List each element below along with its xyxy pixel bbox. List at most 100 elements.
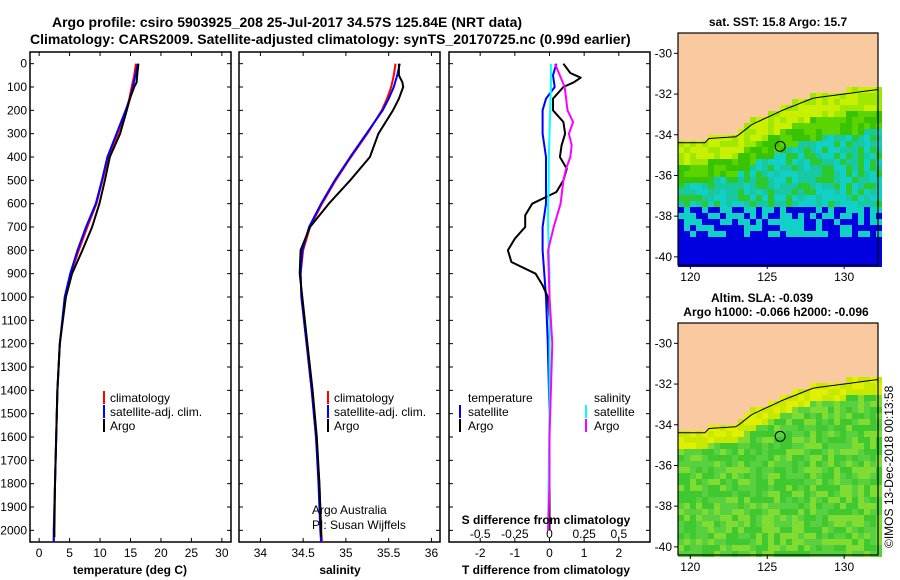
map-cell <box>780 545 786 551</box>
map-cell <box>852 539 858 545</box>
map-cell <box>780 401 786 407</box>
map-cell <box>804 545 810 551</box>
map-cell <box>786 419 792 425</box>
map-cell <box>720 455 726 461</box>
map-cell <box>870 171 876 177</box>
map-cell <box>792 129 798 135</box>
map-cell <box>816 479 822 485</box>
map-cell <box>798 509 804 515</box>
map-cell <box>750 135 756 141</box>
map-cell <box>804 461 810 467</box>
map-cell <box>738 189 744 195</box>
map-cell <box>756 425 762 431</box>
map-cell <box>846 455 852 461</box>
map-cell <box>720 515 726 521</box>
map-cell <box>822 425 828 431</box>
map-cell <box>714 461 720 467</box>
map-cell <box>840 539 846 545</box>
map-cell <box>756 171 762 177</box>
map-cell <box>870 491 876 497</box>
map-cell <box>786 261 792 267</box>
map-cell <box>834 165 840 171</box>
map-cell <box>822 551 828 557</box>
map-cell <box>708 249 714 255</box>
map-cell <box>816 449 822 455</box>
map-cell <box>720 443 726 449</box>
map-cell <box>708 219 714 225</box>
map-cell <box>834 395 840 401</box>
map-cell <box>678 545 684 551</box>
map-cell <box>744 497 750 503</box>
map-cell <box>774 467 780 473</box>
map-cell <box>750 551 756 557</box>
map-cell <box>738 545 744 551</box>
map-cell <box>678 231 684 237</box>
map-cell <box>828 515 834 521</box>
map-cell <box>702 515 708 521</box>
map-cell <box>852 467 858 473</box>
map-cell <box>792 135 798 141</box>
map-cell <box>708 485 714 491</box>
map-cell <box>816 527 822 533</box>
map-cell <box>858 159 864 165</box>
map-cell <box>702 455 708 461</box>
map-cell <box>738 159 744 165</box>
map-cell <box>702 225 708 231</box>
map-cell <box>774 509 780 515</box>
map-cell <box>804 183 810 189</box>
map-cell <box>864 491 870 497</box>
map-cell <box>774 171 780 177</box>
map-cell <box>768 171 774 177</box>
map-cell <box>870 479 876 485</box>
map-cell <box>762 527 768 533</box>
map-cell <box>786 171 792 177</box>
map-cell <box>852 377 858 383</box>
map-cell <box>732 539 738 545</box>
map-cell <box>798 165 804 171</box>
map-cell <box>828 389 834 395</box>
map-cell <box>834 431 840 437</box>
map-cell <box>864 419 870 425</box>
climatology-line <box>299 63 397 543</box>
map-cell <box>840 255 846 261</box>
map-cell <box>816 407 822 413</box>
map-cell <box>678 479 684 485</box>
map-cell <box>750 485 756 491</box>
map-cell <box>846 545 852 551</box>
map-cell <box>696 141 702 147</box>
map-cell <box>834 461 840 467</box>
map-cell <box>750 243 756 249</box>
map-cell <box>732 509 738 515</box>
map-cell <box>816 255 822 261</box>
map-cell <box>822 545 828 551</box>
map-cell <box>870 237 876 243</box>
map-cell <box>714 147 720 153</box>
map-cell <box>870 159 876 165</box>
map-cell <box>768 177 774 183</box>
map-cell <box>708 207 714 213</box>
map-cell <box>834 419 840 425</box>
map-cell <box>816 383 822 389</box>
map-cell <box>714 551 720 557</box>
map-cell <box>852 255 858 261</box>
map-cell <box>756 153 762 159</box>
map-cell <box>804 491 810 497</box>
map-cell <box>870 413 876 419</box>
map-cell <box>870 401 876 407</box>
map-cell <box>738 147 744 153</box>
map-cell <box>762 171 768 177</box>
map-cell <box>810 509 816 515</box>
map-cell <box>840 467 846 473</box>
map-cell <box>726 443 732 449</box>
map-cell <box>762 509 768 515</box>
map-cell <box>726 141 732 147</box>
map-cell <box>804 503 810 509</box>
map-cell <box>810 479 816 485</box>
map-cell <box>774 195 780 201</box>
map-cell <box>816 177 822 183</box>
map-cell <box>720 249 726 255</box>
map-cell <box>858 171 864 177</box>
map-cell <box>798 261 804 267</box>
map-cell <box>846 449 852 455</box>
map-cell <box>678 243 684 249</box>
